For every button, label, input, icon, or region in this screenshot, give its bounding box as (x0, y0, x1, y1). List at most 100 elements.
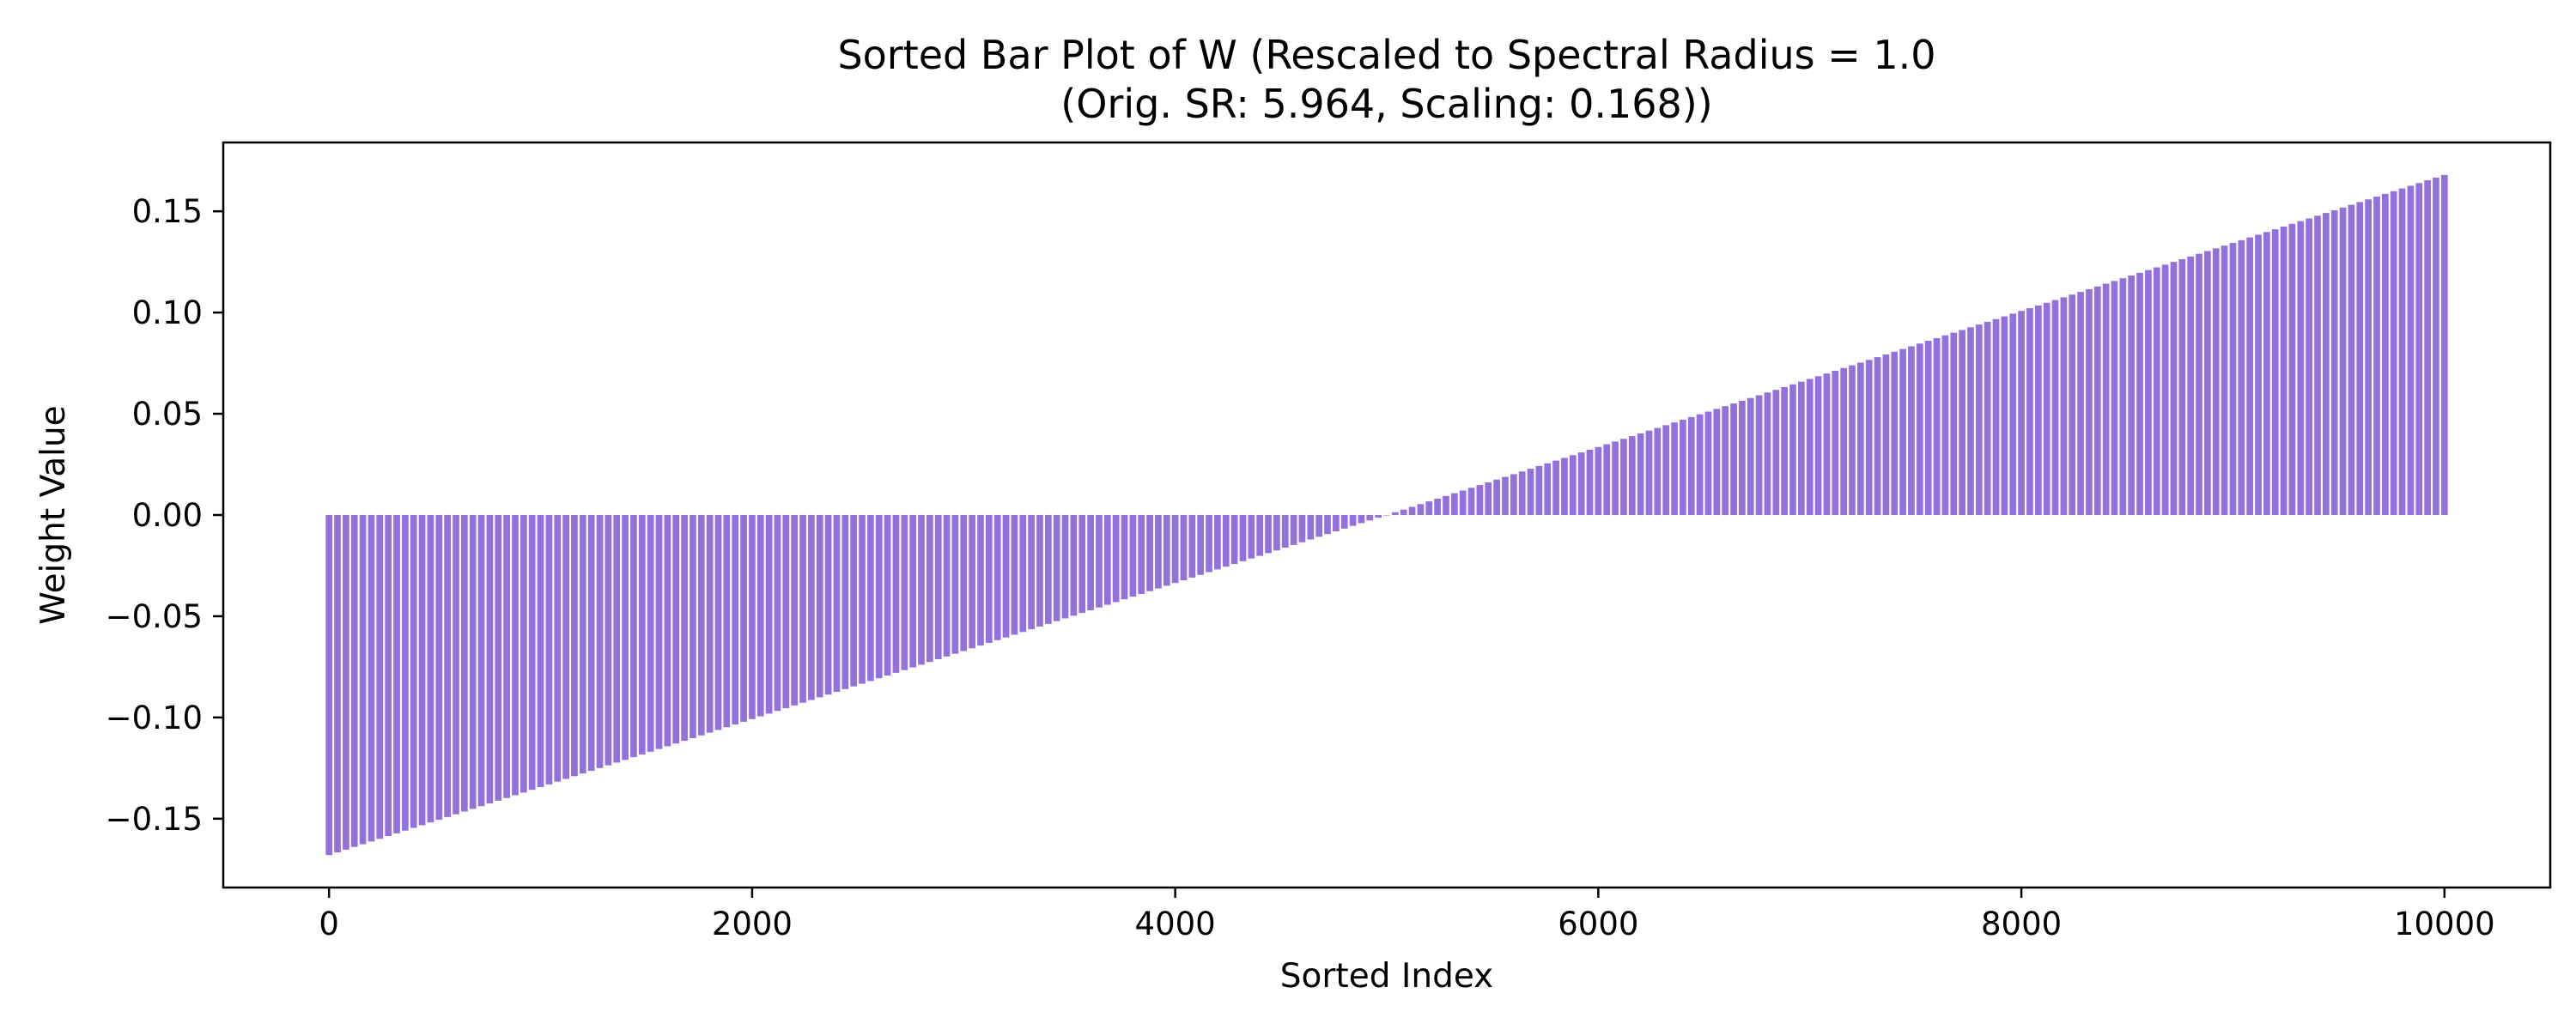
bar (2161, 264, 2169, 515)
bar (1383, 515, 1390, 516)
chart-title-line-1: Sorted Bar Plot of W (Rescaled to Spectr… (837, 32, 1935, 78)
bar (901, 515, 908, 670)
bar (359, 515, 367, 845)
bar (927, 515, 933, 663)
bar (2111, 281, 2118, 515)
bar (2348, 204, 2355, 516)
bar (1070, 515, 1078, 616)
y-tick-label: 0.10 (132, 294, 203, 331)
bar (1146, 515, 1153, 591)
bar (1214, 515, 1221, 570)
bar (1882, 354, 1890, 515)
bar (859, 515, 866, 684)
bar (2415, 183, 2423, 515)
bar (1197, 515, 1205, 575)
bar (427, 515, 434, 823)
bar (1518, 471, 1526, 515)
bar (2288, 223, 2296, 515)
bar (850, 515, 858, 687)
bar (1408, 506, 1416, 515)
bar (1485, 482, 1492, 515)
bar (1400, 509, 1407, 515)
bar (1662, 425, 1670, 515)
bar (1984, 321, 1991, 515)
bar (943, 515, 951, 657)
bar (2204, 251, 2211, 515)
bar (2043, 302, 2050, 515)
bar (1637, 433, 1644, 515)
bar (1814, 376, 1822, 515)
x-tick-label: 4000 (1135, 906, 1216, 942)
bar (1417, 504, 1425, 515)
bar (799, 515, 806, 703)
bar (1129, 515, 1137, 597)
bar (2390, 191, 2397, 515)
bar (1687, 416, 1695, 515)
x-tick-label: 10000 (2394, 906, 2495, 942)
bar (1112, 515, 1120, 603)
bar (486, 515, 494, 804)
bar (2119, 278, 2127, 515)
bar (1577, 452, 1585, 515)
bar (537, 515, 544, 788)
bar (2170, 262, 2178, 515)
bar (1823, 373, 1831, 515)
bar (545, 515, 553, 785)
bar (2196, 253, 2202, 515)
bar (1959, 330, 1965, 515)
bar (2263, 232, 2270, 515)
bar (519, 515, 527, 793)
bar (1603, 444, 1611, 515)
bar (1155, 515, 1162, 589)
bar (2145, 270, 2152, 515)
bar (1163, 515, 1170, 586)
bar (1502, 476, 1509, 515)
bar (690, 515, 696, 738)
bar (1476, 485, 1484, 515)
bar (977, 515, 984, 646)
bar (1671, 422, 1678, 515)
bar (723, 515, 731, 728)
bar (1696, 414, 1704, 515)
bar (512, 515, 519, 796)
bar (2323, 213, 2330, 515)
bar (672, 515, 680, 744)
bar (2255, 234, 2262, 515)
bar (1358, 515, 1365, 524)
bar (444, 515, 451, 817)
bar (1078, 515, 1086, 614)
bar (1772, 390, 1780, 515)
bar (1239, 515, 1247, 561)
bar (2178, 259, 2186, 515)
bar (2086, 288, 2093, 515)
bar (1188, 515, 1196, 578)
bar (1595, 446, 1602, 515)
bar (2424, 180, 2431, 515)
bar (1002, 515, 1010, 638)
bar (2314, 215, 2321, 516)
bar (1087, 515, 1094, 610)
bar (1349, 515, 1357, 526)
chart-title-line-2: (Orig. SR: 5.964, Scaling: 0.168)) (1060, 81, 1712, 127)
bar (765, 515, 773, 714)
bar (2339, 207, 2347, 515)
bar (2001, 316, 2008, 515)
bar (2381, 193, 2389, 515)
bar (1467, 488, 1475, 515)
bar (969, 515, 975, 649)
bar (714, 515, 722, 730)
bar (1620, 439, 1627, 515)
bar (1103, 515, 1111, 605)
bar (1865, 360, 1873, 515)
bar (1053, 515, 1060, 621)
bar (1747, 397, 1754, 515)
bar (1036, 515, 1043, 627)
bar (1061, 515, 1069, 619)
y-tick-label: −0.10 (106, 700, 203, 736)
bar (774, 515, 781, 712)
bar (1680, 420, 1686, 515)
bar (435, 515, 443, 821)
bar (2229, 242, 2237, 515)
bar (2018, 311, 2025, 515)
bar (808, 515, 815, 700)
